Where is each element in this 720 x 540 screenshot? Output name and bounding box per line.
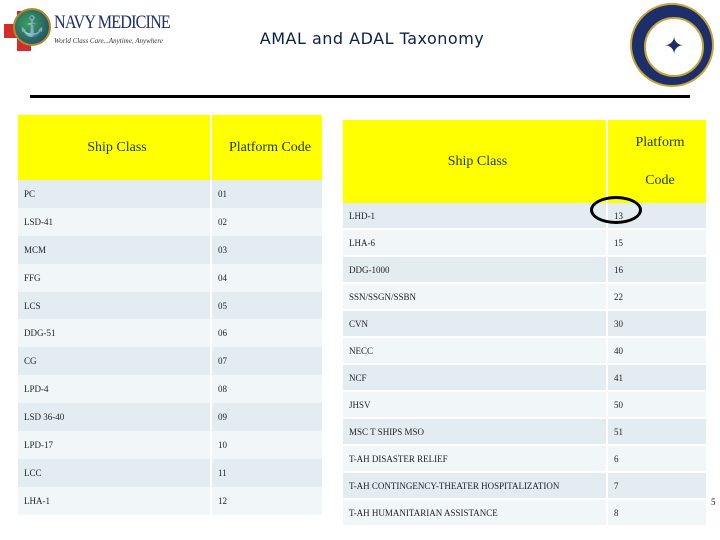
table-row: LCS 05	[18, 291, 324, 320]
navy-medicine-logo: ⚓ NAVY MEDICINE World Class Care...Anyti…	[4, 5, 171, 51]
platform-code-cell: 10	[211, 431, 324, 459]
header-platform-code: Platform Code	[607, 120, 708, 203]
table-row: CVN 30	[343, 310, 708, 338]
logo-tagline: World Class Care...Anytime, Anywhere	[54, 37, 163, 45]
table-row: SSN/SSGN/SSBN 22	[343, 283, 708, 311]
ship-class-cell: NCF	[343, 364, 608, 392]
header-ship-class: Ship Class	[343, 120, 608, 203]
platform-code-cell: 08	[211, 375, 324, 404]
ship-class-cell: T-AH HUMANITARIAN ASSISTANCE	[343, 499, 608, 527]
ship-class-cell: MSC T SHIPS MSO	[343, 418, 608, 446]
platform-code-cell: 7	[607, 472, 708, 500]
ship-class-cell: SSN/SSGN/SSBN	[343, 283, 608, 311]
platform-code-cell: 11	[211, 458, 324, 487]
ship-class-cell: LSD 36-40	[18, 403, 212, 432]
ship-class-cell: T-AH DISASTER RELIEF	[343, 445, 608, 473]
eagle-icon: ✦	[644, 17, 704, 77]
table-row: MSC T SHIPS MSO 51	[343, 418, 708, 446]
platform-code-cell: 05	[211, 291, 324, 320]
ship-class-cell: FFG	[18, 263, 212, 292]
header-ship-class: Ship Class	[18, 115, 212, 180]
anchor-icon: ⚓	[13, 8, 51, 46]
table-row: LHA-1 12	[18, 486, 324, 515]
platform-code-cell: 41	[607, 364, 708, 392]
table-row: NECC 40	[343, 337, 708, 365]
table-row: MCM 03	[18, 235, 324, 264]
table-row: LSD-41 02	[18, 207, 324, 236]
platform-code-cell: 06	[211, 319, 324, 348]
table-row: LHD-1 13	[343, 203, 708, 230]
platform-code-cell: 02	[211, 207, 324, 236]
platform-code-cell: 30	[607, 310, 708, 338]
table-row: LCC 11	[18, 458, 324, 487]
highlight-circle	[590, 196, 642, 224]
ship-class-cell: CG	[18, 347, 212, 376]
ship-class-cell: LHD-1	[343, 203, 608, 230]
ship-class-cell: LCC	[18, 458, 212, 487]
platform-code-table-right: Ship Class Platform Code LHD-1 13 LHA-6 15 D…	[343, 120, 708, 527]
platform-code-cell: 15	[607, 229, 708, 257]
platform-code-cell: 07	[211, 347, 324, 376]
header-platform: Platform	[635, 134, 685, 150]
platform-code-cell: 22	[607, 283, 708, 311]
table-row: T-AH HUMANITARIAN ASSISTANCE 8	[343, 499, 708, 527]
platform-code-cell: 12	[211, 486, 324, 515]
ship-class-cell: PC	[18, 180, 212, 208]
table-row: LPD-4 08	[18, 375, 324, 404]
page-number: 5	[711, 497, 716, 507]
table-row: FFG 04	[18, 263, 324, 292]
ship-class-cell: LPD-17	[18, 431, 212, 459]
table-row: LSD 36-40 09	[18, 403, 324, 432]
platform-code-cell: 03	[211, 235, 324, 264]
ship-class-cell: DDG-51	[18, 319, 212, 348]
ship-class-cell: MCM	[18, 235, 212, 264]
table-row: LHA-6 15	[343, 229, 708, 257]
table-row: T-AH DISASTER RELIEF 6	[343, 445, 708, 473]
divider	[30, 95, 690, 98]
ship-class-cell: LHA-6	[343, 229, 608, 257]
ship-class-cell: CVN	[343, 310, 608, 338]
table-row: DDG-51 06	[18, 319, 324, 348]
platform-code-cell: 16	[607, 256, 708, 284]
header-platform-code: Platform Code	[211, 115, 324, 180]
header-code: Code	[645, 172, 675, 188]
ship-class-cell: NECC	[343, 337, 608, 365]
platform-code-table-left: Ship Class Platform Code PC 01 LSD-41 02 MCM…	[18, 115, 324, 515]
table-row: CG 07	[18, 347, 324, 376]
platform-code-cell: 6	[607, 445, 708, 473]
ship-class-cell: LCS	[18, 291, 212, 320]
table-row: JHSV 50	[343, 391, 708, 419]
ship-class-cell: LHA-1	[18, 486, 212, 515]
platform-code-cell: 8	[607, 499, 708, 527]
platform-code-cell: 09	[211, 403, 324, 432]
table-row: LPD-17 10	[18, 431, 324, 459]
platform-code-cell: 50	[607, 391, 708, 419]
platform-code-cell: 04	[211, 263, 324, 292]
ship-class-cell: T-AH CONTINGENCY-THEATER HOSPITALIZATION	[343, 472, 608, 500]
ship-class-cell: DDG-1000	[343, 256, 608, 284]
table-row: NCF 41	[343, 364, 708, 392]
platform-code-cell: 40	[607, 337, 708, 365]
ship-class-cell: LPD-4	[18, 375, 212, 404]
logo-name: NAVY MEDICINE	[54, 12, 171, 33]
page-title: AMAL and ADAL Taxonomy	[259, 29, 485, 48]
table-row: T-AH CONTINGENCY-THEATER HOSPITALIZATION…	[343, 472, 708, 500]
ship-class-cell: LSD-41	[18, 207, 212, 236]
navy-seal-logo: ✦	[630, 3, 714, 87]
table-row: PC 01	[18, 180, 324, 208]
ship-class-cell: JHSV	[343, 391, 608, 419]
platform-code-cell: 01	[211, 180, 324, 208]
table-row: DDG-1000 16	[343, 256, 708, 284]
platform-code-cell: 51	[607, 418, 708, 446]
